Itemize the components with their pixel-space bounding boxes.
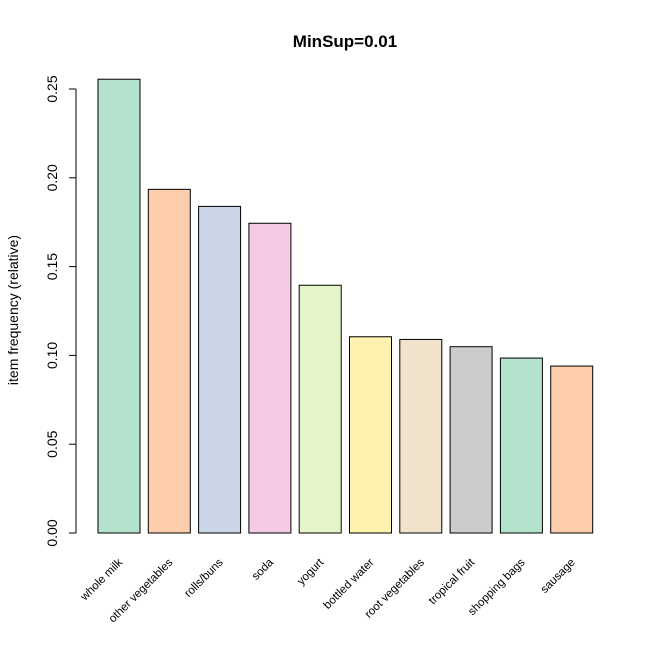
bar xyxy=(147,188,191,534)
category-label: tropical fruit xyxy=(427,556,478,607)
y-tick-label: 0.20 xyxy=(44,164,60,191)
category-label: bottled water xyxy=(322,557,377,612)
y-tick-label: 0.05 xyxy=(44,430,60,457)
category-label: whole milk xyxy=(78,556,125,603)
category-label: soda xyxy=(250,556,277,583)
bar xyxy=(349,336,392,534)
bar xyxy=(97,78,141,534)
bar xyxy=(248,222,292,534)
bar xyxy=(550,365,594,534)
bars xyxy=(97,78,594,534)
y-axis: 0.00 0.05 0.10 0.15 0.20 0.25 xyxy=(44,75,77,547)
bar xyxy=(298,284,342,534)
y-tick-label: 0.00 xyxy=(44,519,60,546)
bar xyxy=(499,357,543,534)
category-label: rolls/buns xyxy=(182,556,225,599)
bar xyxy=(449,346,493,534)
y-tick-label: 0.25 xyxy=(44,75,60,102)
y-tick-label: 0.10 xyxy=(44,342,60,369)
bar xyxy=(399,338,443,534)
category-label: sausage xyxy=(539,557,578,596)
category-label: yogurt xyxy=(295,556,327,588)
y-axis-label: item frequency (relative) xyxy=(5,235,21,385)
y-tick-label: 0.15 xyxy=(44,253,60,280)
chart-title: MinSup=0.01 xyxy=(293,32,397,51)
bar xyxy=(198,205,242,534)
